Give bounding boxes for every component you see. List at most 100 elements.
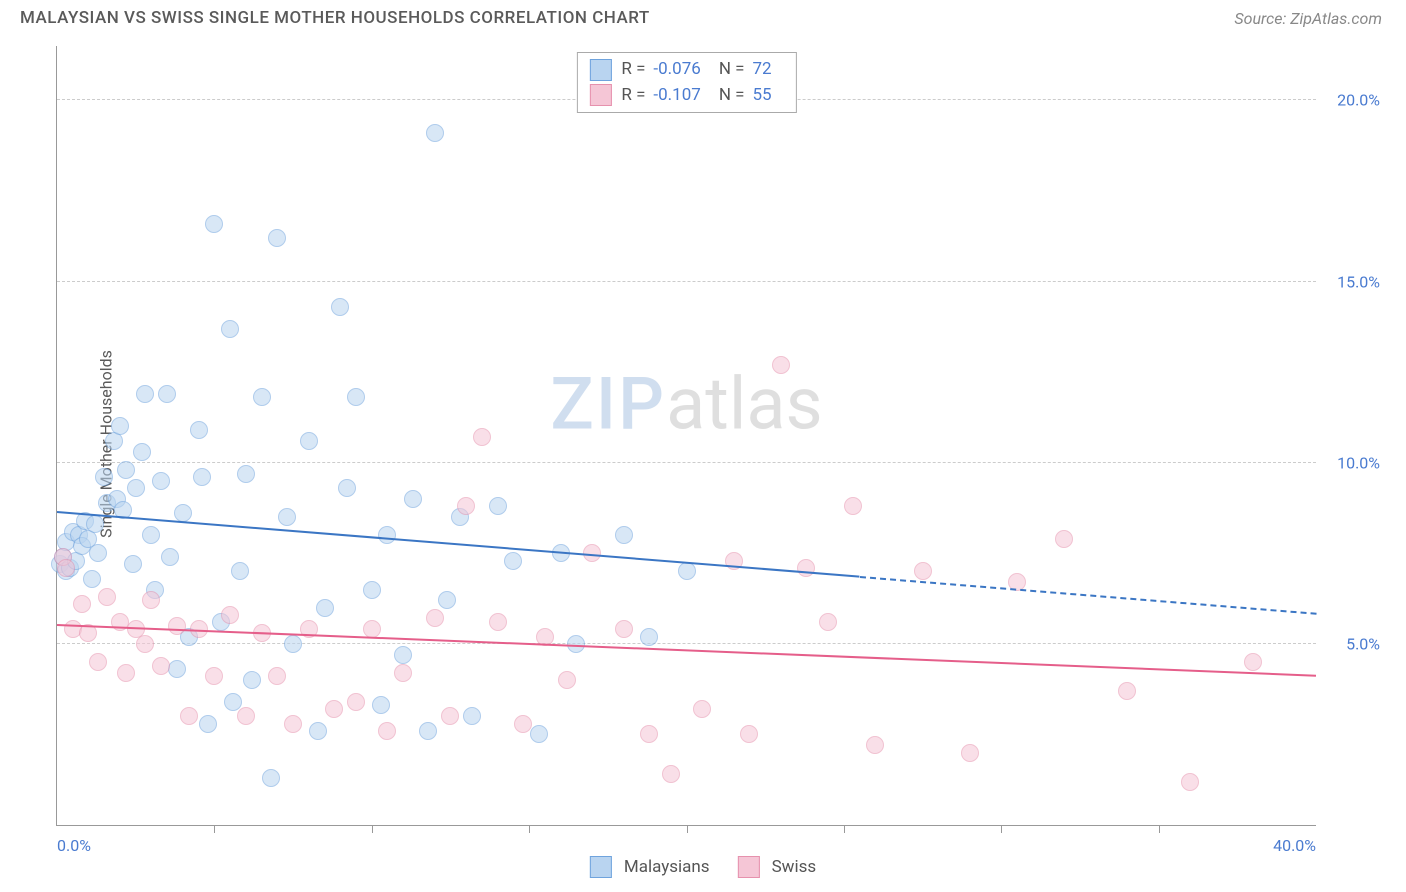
y-tick-label: 20.0% bbox=[1337, 91, 1380, 110]
r-label: R = bbox=[621, 57, 645, 83]
scatter-point bbox=[426, 124, 444, 142]
scatter-point bbox=[57, 559, 75, 577]
scatter-point bbox=[193, 468, 211, 486]
n-label: N = bbox=[719, 57, 745, 83]
scatter-point bbox=[797, 559, 815, 577]
watermark-zip: ZIP bbox=[550, 362, 666, 447]
x-tick bbox=[214, 825, 215, 833]
scatter-point bbox=[89, 544, 107, 562]
x-tick bbox=[529, 825, 530, 833]
scatter-point bbox=[378, 722, 396, 740]
scatter-point bbox=[243, 671, 261, 689]
scatter-point bbox=[231, 562, 249, 580]
chart-title: MALAYSIAN VS SWISS SINGLE MOTHER HOUSEHO… bbox=[20, 8, 650, 28]
watermark: ZIPatlas bbox=[550, 362, 822, 447]
scatter-point bbox=[463, 707, 481, 725]
scatter-point bbox=[253, 388, 271, 406]
scatter-point bbox=[278, 508, 296, 526]
scatter-point bbox=[268, 229, 286, 247]
scatter-point bbox=[168, 617, 186, 635]
y-tick-label: 5.0% bbox=[1346, 634, 1380, 653]
gridline bbox=[57, 643, 1316, 644]
scatter-point bbox=[347, 693, 365, 711]
scatter-point bbox=[117, 461, 135, 479]
scatter-point bbox=[284, 715, 302, 733]
scatter-point bbox=[205, 215, 223, 233]
swatch-series2 bbox=[589, 84, 611, 106]
scatter-point bbox=[262, 769, 280, 787]
n-value-series2: 55 bbox=[753, 83, 772, 109]
scatter-point bbox=[73, 595, 91, 613]
legend-item-series2: Swiss bbox=[738, 856, 817, 878]
swatch-icon bbox=[738, 856, 760, 878]
scatter-point bbox=[161, 548, 179, 566]
scatter-point bbox=[221, 606, 239, 624]
swatch-series1 bbox=[589, 59, 611, 81]
scatter-point bbox=[640, 725, 658, 743]
chart-container: Single Mother Households ZIPatlas R = -0… bbox=[20, 46, 1386, 842]
x-tick bbox=[372, 825, 373, 833]
scatter-point bbox=[819, 613, 837, 631]
scatter-point bbox=[678, 562, 696, 580]
scatter-point bbox=[86, 515, 104, 533]
scatter-point bbox=[438, 591, 456, 609]
scatter-point bbox=[914, 562, 932, 580]
scatter-point bbox=[961, 744, 979, 762]
stats-legend-box: R = -0.076 N = 72 R = -0.107 N = 55 bbox=[576, 52, 796, 113]
scatter-point bbox=[309, 722, 327, 740]
scatter-point bbox=[284, 635, 302, 653]
scatter-point bbox=[199, 715, 217, 733]
r-label: R = bbox=[621, 83, 645, 109]
scatter-point bbox=[1181, 773, 1199, 791]
stats-row-series2: R = -0.107 N = 55 bbox=[589, 83, 783, 109]
scatter-point bbox=[142, 526, 160, 544]
scatter-point bbox=[530, 725, 548, 743]
legend-label-series1: Malaysians bbox=[624, 857, 710, 877]
chart-header: MALAYSIAN VS SWISS SINGLE MOTHER HOUSEHO… bbox=[0, 0, 1406, 32]
scatter-point bbox=[237, 707, 255, 725]
scatter-point bbox=[1055, 530, 1073, 548]
x-tick bbox=[1159, 825, 1160, 833]
scatter-point bbox=[124, 555, 142, 573]
scatter-point bbox=[111, 417, 129, 435]
scatter-point bbox=[268, 667, 286, 685]
scatter-point bbox=[205, 667, 223, 685]
scatter-point bbox=[394, 664, 412, 682]
scatter-point bbox=[325, 700, 343, 718]
scatter-point bbox=[363, 581, 381, 599]
scatter-point bbox=[489, 613, 507, 631]
scatter-point bbox=[117, 664, 135, 682]
swatch-icon bbox=[590, 856, 612, 878]
bottom-legend: Malaysians Swiss bbox=[590, 856, 816, 878]
x-tick bbox=[1001, 825, 1002, 833]
scatter-point bbox=[514, 715, 532, 733]
scatter-point bbox=[504, 552, 522, 570]
scatter-point bbox=[404, 490, 422, 508]
stats-row-series1: R = -0.076 N = 72 bbox=[589, 57, 783, 83]
scatter-point bbox=[866, 736, 884, 754]
scatter-point bbox=[378, 526, 396, 544]
scatter-point bbox=[168, 660, 186, 678]
scatter-point bbox=[558, 671, 576, 689]
regression-line bbox=[860, 576, 1317, 615]
scatter-point bbox=[98, 588, 116, 606]
scatter-point bbox=[441, 707, 459, 725]
scatter-point bbox=[1118, 682, 1136, 700]
scatter-point bbox=[136, 385, 154, 403]
gridline bbox=[57, 462, 1316, 463]
scatter-point bbox=[662, 765, 680, 783]
scatter-point bbox=[844, 497, 862, 515]
legend-label-series2: Swiss bbox=[772, 857, 817, 877]
scatter-point bbox=[237, 465, 255, 483]
y-tick-label: 10.0% bbox=[1337, 453, 1380, 472]
scatter-point bbox=[693, 700, 711, 718]
scatter-point bbox=[419, 722, 437, 740]
scatter-point bbox=[426, 609, 444, 627]
x-tick-label: 40.0% bbox=[1273, 836, 1316, 855]
scatter-point bbox=[83, 570, 101, 588]
scatter-point bbox=[615, 526, 633, 544]
legend-item-series1: Malaysians bbox=[590, 856, 710, 878]
scatter-point bbox=[89, 653, 107, 671]
y-tick-label: 15.0% bbox=[1337, 272, 1380, 291]
scatter-point bbox=[136, 635, 154, 653]
